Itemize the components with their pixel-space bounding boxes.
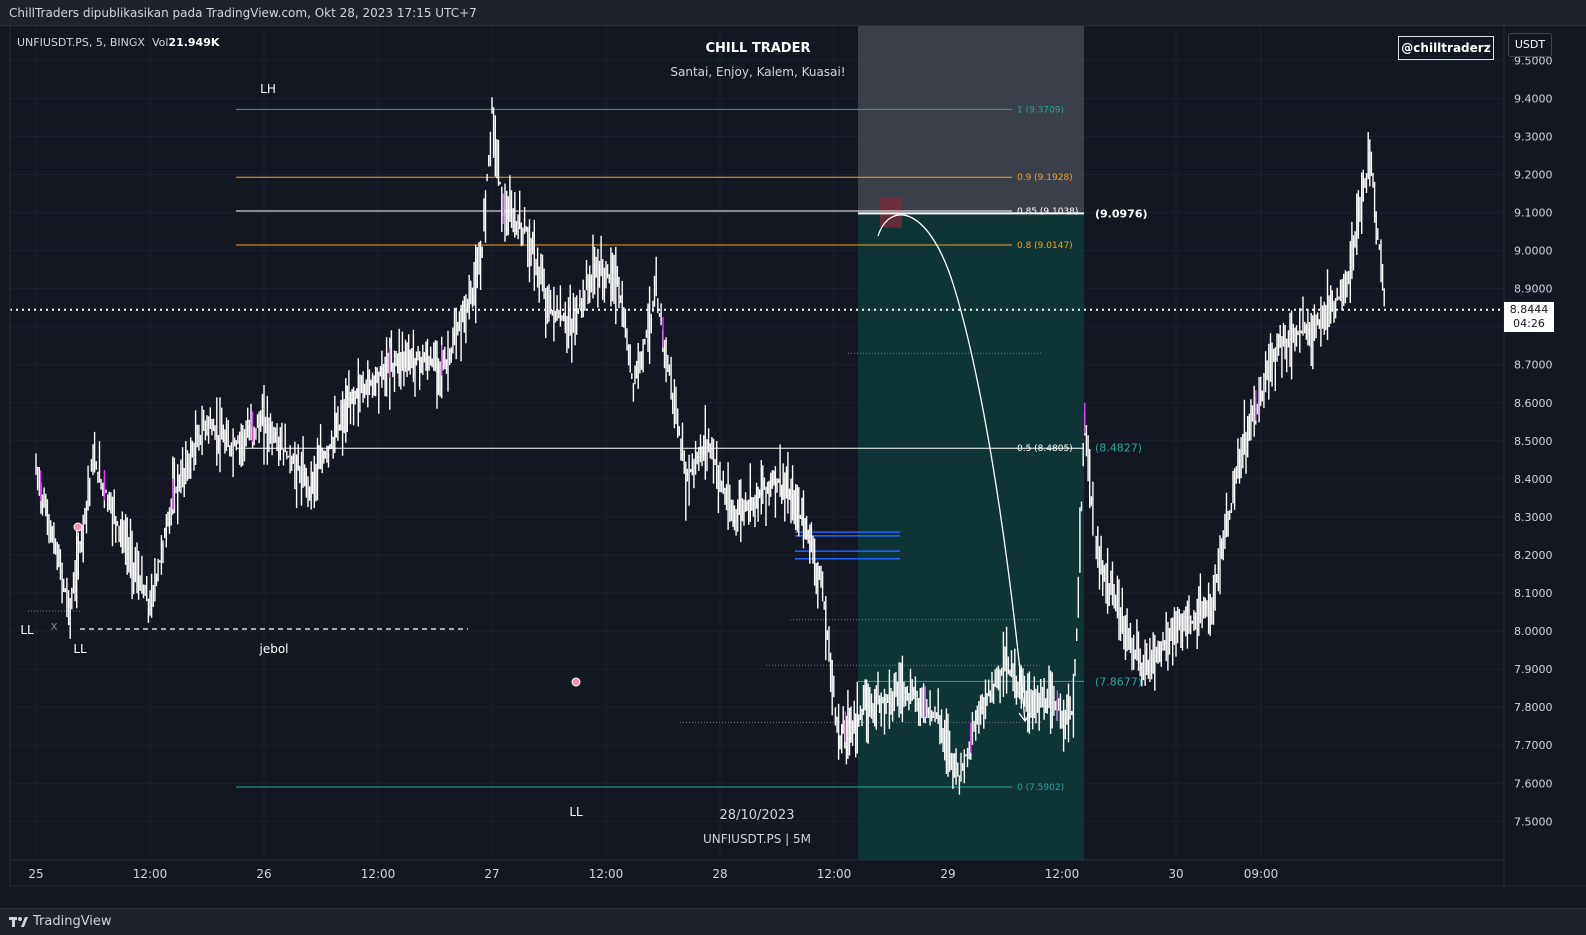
annotation-label: LL [73, 642, 87, 656]
symbol-text: UNFIUSDT.PS, 5, BINGX [17, 36, 145, 49]
projection-arrowhead [1018, 712, 1031, 723]
price-tick-label: 9.1000 [1514, 207, 1553, 220]
time-tick-label: 26 [256, 867, 271, 881]
annotation-label: LH [260, 82, 276, 96]
current-price-value: 8.8444 [1509, 303, 1549, 316]
fib-level-label: 0.8 (9.0147) [1017, 241, 1073, 251]
fib-level-label: 0 (7.5902) [1017, 783, 1064, 793]
time-tick-label: 25 [28, 867, 43, 881]
price-tick-label: 8.1000 [1514, 587, 1553, 600]
annotation-label: LL [569, 805, 583, 819]
footer-bar: TradingView [0, 908, 1586, 935]
current-price-tag: 8.8444 04:26 [1504, 302, 1554, 332]
price-chart[interactable]: 1 (9.3709) 0.9 (9.1928) 0.85 (9.1038) 0.8 (… [0, 0, 1586, 908]
price-tick-label: 8.9000 [1514, 283, 1553, 296]
price-tick-label: 8.2000 [1514, 549, 1553, 562]
price-tick-label: 9.2000 [1514, 168, 1553, 181]
time-axis[interactable]: 25 12:00 26 12:00 27 12:00 28 12:00 29 12:00 30 09:… [28, 867, 1278, 881]
symbol-info[interactable]: UNFIUSDT.PS, 5, BINGX Vol21.949K [17, 36, 219, 49]
time-tick-label: 12:00 [817, 867, 852, 881]
fib-level-label: 1 (9.3709) [1017, 105, 1064, 115]
price-tick-label: 9.0000 [1514, 245, 1553, 258]
price-tick-label: 8.4000 [1514, 473, 1553, 486]
annotation-label: x [50, 619, 57, 633]
price-tick-label: 7.5000 [1514, 815, 1553, 828]
price-tick-label: 8.7000 [1514, 359, 1553, 372]
fib-level-label: 0.9 (9.1928) [1017, 173, 1073, 183]
price-tick-label: 8.6000 [1514, 397, 1553, 410]
time-tick-label: 09:00 [1244, 867, 1279, 881]
price-series [35, 97, 1385, 795]
target-label: (8.4827) [1095, 441, 1142, 454]
price-tick-label: 7.8000 [1514, 701, 1553, 714]
tradingview-icon [9, 917, 28, 927]
target-label: (9.0976) [1095, 207, 1148, 220]
price-accents [39, 193, 1257, 753]
price-tick-label: 9.5000 [1514, 54, 1553, 67]
chart-labels: (9.0976) (8.4827) (7.8677) LH LL LL jebol LL x [20, 82, 1147, 819]
annotation-label: LL [20, 623, 34, 637]
time-tick-label: 30 [1168, 867, 1183, 881]
fib-level-label: 0.85 (9.1038) [1017, 207, 1078, 217]
time-tick-label: 12:00 [1045, 867, 1080, 881]
projection-arrow [877, 214, 1031, 723]
footer-symbol: UNFIUSDT.PS | 5M [703, 832, 811, 846]
author-handle: @chilltraderz [1398, 36, 1494, 60]
dotted-levels [680, 352, 1042, 723]
fib-level-label: 0.5 (8.4805) [1017, 444, 1073, 454]
price-tick-label: 7.7000 [1514, 739, 1553, 752]
brand-title: CHILL TRADER [706, 41, 811, 56]
event-marker [73, 522, 83, 532]
target-label: (7.8677) [1095, 675, 1142, 688]
fib-retracement: 1 (9.3709) 0.9 (9.1928) 0.85 (9.1038) 0.8 (… [236, 105, 1084, 793]
bar-countdown: 04:26 [1513, 317, 1545, 330]
time-tick-label: 12:00 [133, 867, 168, 881]
price-axis[interactable]: 9.5000 9.4000 9.3000 9.2000 9.1000 9.0000 8.90… [1514, 54, 1553, 828]
time-tick-label: 12:00 [361, 867, 396, 881]
sell-zone [858, 26, 1084, 214]
price-tick-label: 8.0000 [1514, 625, 1553, 638]
volume-label: Vol [151, 36, 169, 49]
price-tick-label: 9.4000 [1514, 92, 1553, 105]
price-wicks [35, 97, 1385, 795]
publish-header: ChillTraders dipublikasikan pada Trading… [0, 0, 1586, 26]
projection-curve [877, 214, 1026, 722]
structure-lines [28, 610, 468, 630]
tradingview-text: TradingView [33, 914, 112, 929]
time-tick-label: 27 [484, 867, 499, 881]
volume-value: 21.949K [168, 36, 220, 49]
time-tick-label: 12:00 [589, 867, 624, 881]
time-tick-label: 29 [940, 867, 955, 881]
price-tick-label: 8.3000 [1514, 511, 1553, 524]
price-tick-label: 8.5000 [1514, 435, 1553, 448]
publish-note: ChillTraders dipublikasikan pada Trading… [9, 6, 477, 20]
event-marker [571, 677, 581, 687]
currency-button[interactable]: USDT [1508, 33, 1552, 57]
time-tick-label: 28 [712, 867, 727, 881]
tradingview-logo[interactable]: TradingView [9, 909, 112, 935]
price-tick-label: 7.6000 [1514, 777, 1553, 790]
price-tick-label: 9.3000 [1514, 130, 1553, 143]
price-tick-label: 7.9000 [1514, 663, 1553, 676]
footer-date: 28/10/2023 [720, 808, 795, 823]
annotation-label: jebol [258, 642, 288, 656]
brand-subtitle: Santai, Enjoy, Kalem, Kuasai! [670, 65, 845, 79]
